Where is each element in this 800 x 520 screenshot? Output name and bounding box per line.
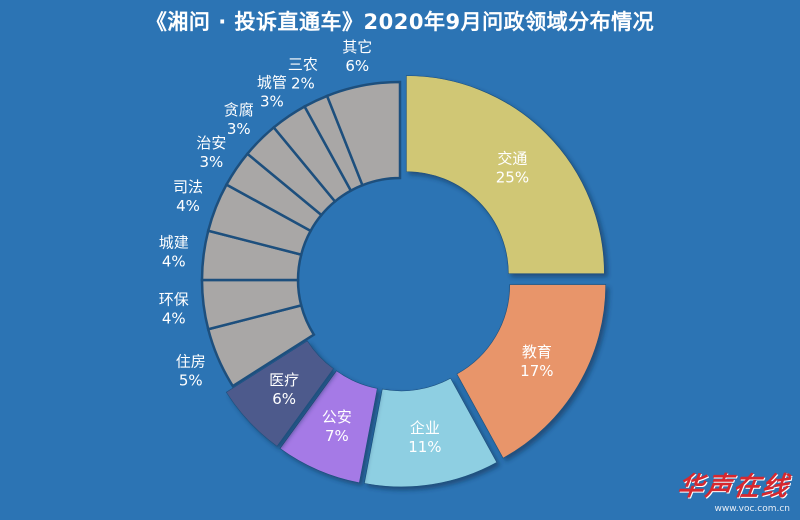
slice-label-交通: 交通 (497, 150, 527, 168)
slice-label-公安: 公安 (322, 408, 352, 426)
pie-slice-企业 (363, 377, 498, 488)
pie-slice-交通 (406, 75, 605, 274)
slice-label-住房: 住房 (176, 353, 206, 371)
site-logo: 华声在线 (675, 472, 792, 502)
slice-value-企业: 11% (408, 438, 441, 456)
slice-value-司法: 4% (176, 197, 200, 215)
slice-value-公安: 7% (325, 427, 349, 445)
chart-title: 《湘问 · 投诉直通车》2020年9月问政领域分布情况 (145, 10, 655, 34)
slice-value-环保: 4% (162, 310, 186, 328)
slice-value-城建: 4% (162, 252, 186, 270)
slice-value-交通: 25% (496, 169, 529, 187)
slice-value-治安: 3% (200, 153, 224, 171)
slice-value-住房: 5% (179, 372, 203, 390)
slice-value-城管: 3% (260, 92, 284, 110)
slice-value-医疗: 6% (272, 390, 296, 408)
pie-slice-公安 (279, 370, 378, 484)
slice-label-司法: 司法 (173, 178, 203, 196)
slice-value-贪腐: 3% (227, 120, 251, 138)
slice-label-环保: 环保 (159, 291, 189, 309)
slice-label-贪腐: 贪腐 (224, 101, 254, 119)
pie-labels: 交通25%教育17%企业11%公安7%医疗6%住房5%环保4%城建4%司法4%治… (159, 38, 554, 456)
slice-label-医疗: 医疗 (269, 371, 299, 389)
slice-label-城管: 城管 (257, 73, 287, 91)
pie-slices (200, 75, 607, 488)
slice-label-城建: 城建 (159, 233, 189, 251)
slice-label-教育: 教育 (522, 343, 552, 361)
slice-value-三农: 2% (291, 75, 315, 93)
pie-slice-教育 (456, 284, 607, 459)
slice-value-其它: 6% (345, 57, 369, 75)
slice-label-其它: 其它 (342, 38, 372, 56)
slice-label-企业: 企业 (410, 419, 440, 437)
site-url: www.voc.com.cn (714, 504, 791, 514)
slice-label-三农: 三农 (288, 56, 318, 74)
pie-slice-其它 (325, 80, 402, 187)
slice-label-治安: 治安 (196, 134, 226, 152)
slice-value-教育: 17% (520, 362, 553, 380)
pie-slice-医疗 (225, 340, 334, 447)
watermark: 华声在线 www.voc.com.cn (675, 466, 792, 514)
